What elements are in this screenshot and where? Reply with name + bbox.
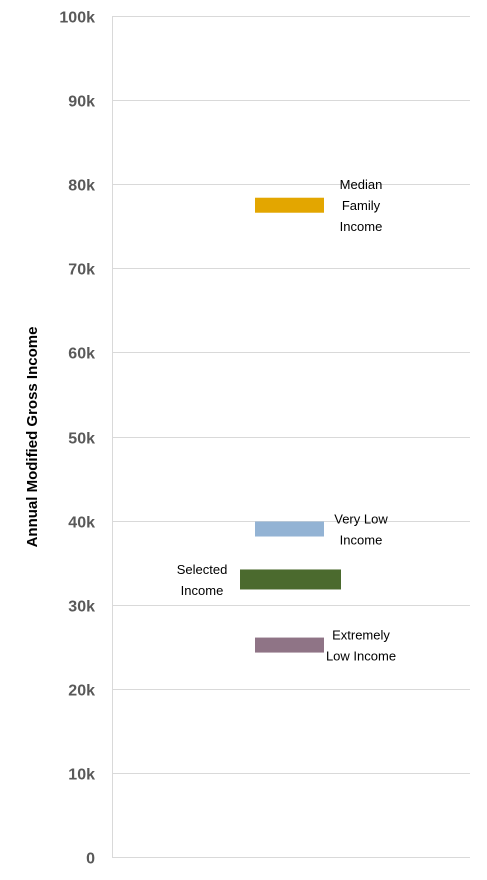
income-marker: Selected Income [177,562,341,598]
y-tick-label: 70k [68,262,95,279]
y-tick-label: 20k [68,683,95,700]
income-marker-label: Very Low [334,512,388,527]
income-marker-bar [255,197,324,213]
income-marker-label: Income [181,583,224,598]
income-marker-label: Income [340,533,383,548]
y-tick-label: 80k [68,178,95,195]
income-marker-label: Low Income [326,649,396,664]
y-tick-label: 40k [68,515,95,532]
y-tick-label: 30k [68,599,95,616]
y-tick-label: 90k [68,94,95,111]
y-tick-label: 10k [68,767,95,784]
income-marker-bar [255,521,324,537]
gridlines [112,16,470,774]
income-marker-label: Selected [177,562,228,577]
y-tick-label: 50k [68,431,95,448]
y-tick-label: 100k [59,10,95,27]
income-marker: Extremely Low Income [255,628,396,664]
y-tick-label: 0 [86,851,95,868]
income-marker: Median Family Income [255,177,382,234]
income-marker-label: Extremely [332,628,390,643]
income-marker-label: Median [340,177,383,192]
income-marker-label: Family [342,198,381,213]
income-marker: Very Low Income [255,512,388,548]
income-marker-bar [255,637,324,653]
income-marker-label: Income [340,219,383,234]
y-tick-labels: 0 10k 20k 30k 40k 50k 60k 70k 80k 90k 100k [59,10,95,868]
y-axis-title: Annual Modified Gross Income [24,327,41,548]
y-tick-label: 60k [68,346,95,363]
income-marker-bar [240,569,341,590]
